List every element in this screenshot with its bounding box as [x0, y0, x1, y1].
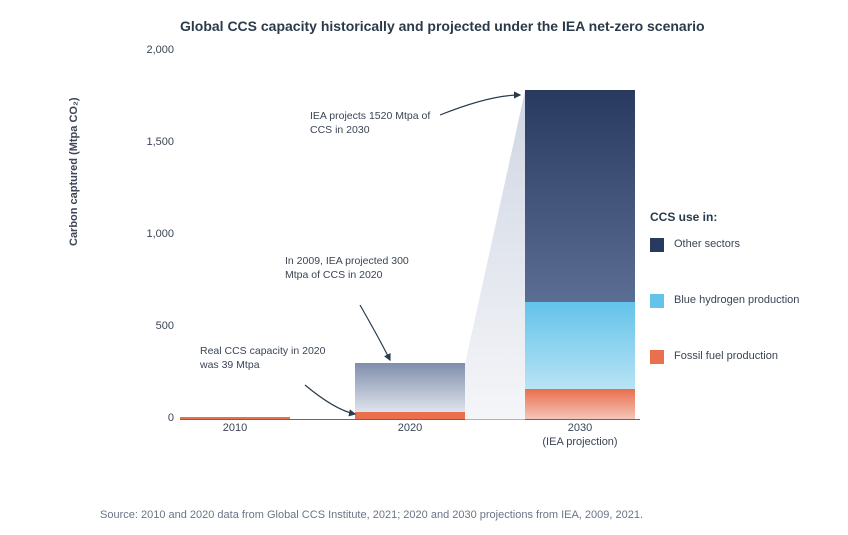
legend-label-fossil: Fossil fuel production [674, 350, 778, 364]
chart-title: Global CCS capacity historically and pro… [180, 18, 705, 34]
legend-item-other: Other sectors [650, 238, 799, 252]
xtick-2030: 2030 (IEA projection) [525, 422, 635, 450]
xtick-2020: 2020 [355, 422, 465, 436]
xtick-2010: 2010 [180, 422, 290, 436]
legend-label-blue-h2: Blue hydrogen production [674, 294, 799, 308]
bar-2030-blue-h2 [525, 302, 635, 389]
swatch-other [650, 238, 664, 252]
bar-2030-other [525, 90, 635, 302]
source-note: Source: 2010 and 2020 data from Global C… [100, 509, 643, 521]
bar-2030-fossil [525, 389, 635, 419]
legend-label-other: Other sectors [674, 238, 740, 252]
callout-2030: IEA projects 1520 Mtpa of CCS in 2030 [310, 110, 450, 137]
y-axis-label: Carbon captured (Mtpa CO₂) [68, 98, 80, 247]
swatch-blue-h2 [650, 294, 664, 308]
ytick-0: 0 [140, 412, 174, 424]
swatch-fossil [650, 350, 664, 364]
legend-item-fossil: Fossil fuel production [650, 350, 799, 364]
ytick-500: 500 [140, 320, 174, 332]
ytick-1500: 1,500 [140, 136, 174, 148]
legend-title: CCS use in: [650, 210, 799, 224]
chart-container: Carbon captured (Mtpa CO₂) 0 500 1,000 1… [80, 40, 640, 480]
bar-2010-fossil [180, 417, 290, 419]
legend-item-blue-h2: Blue hydrogen production [650, 294, 799, 308]
bar-2020-projection [355, 363, 465, 412]
callout-2020-real: Real CCS capacity in 2020 was 39 Mtpa [200, 345, 340, 372]
callout-2020-proj: In 2009, IEA projected 300 Mtpa of CCS i… [285, 255, 425, 282]
ytick-1000: 1,000 [140, 228, 174, 240]
bar-2020-fossil [355, 412, 465, 419]
ytick-2000: 2,000 [140, 44, 174, 56]
legend: CCS use in: Other sectors Blue hydrogen … [650, 210, 799, 364]
